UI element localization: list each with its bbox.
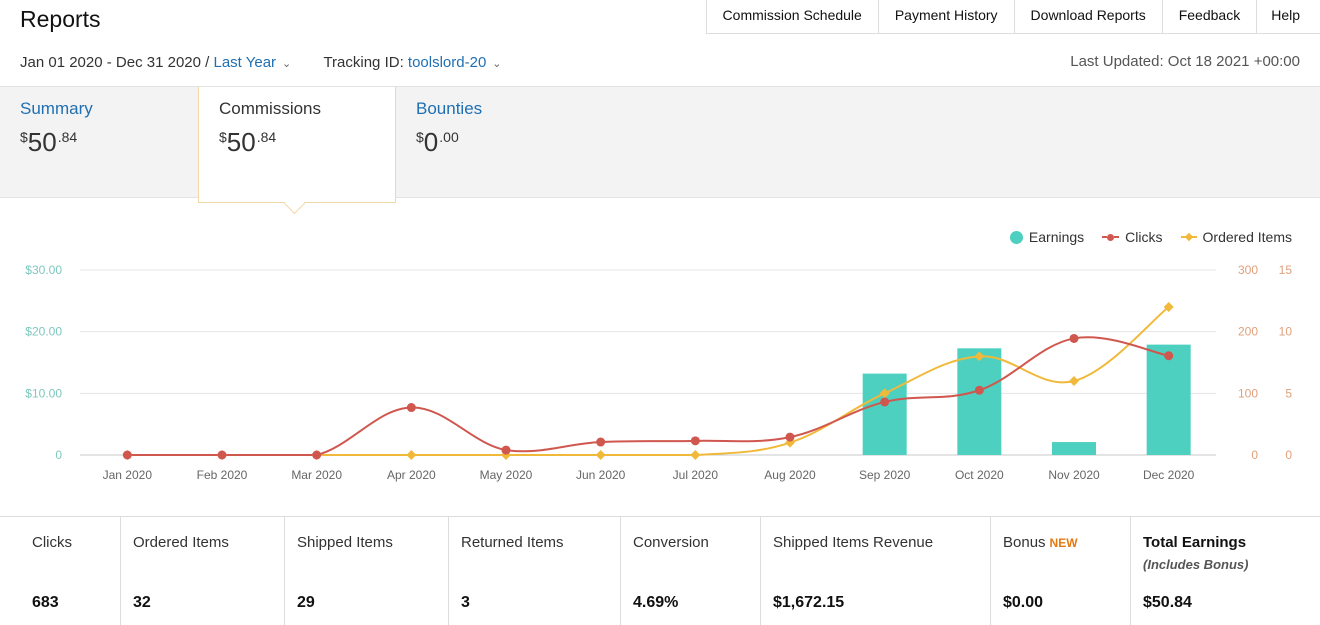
new-badge: NEW: [1049, 536, 1078, 550]
x-tick-label: Nov 2020: [1048, 468, 1100, 482]
stat-conversion: Conversion 4.69%: [621, 517, 761, 625]
y-right2-tick-label: 0: [1285, 448, 1292, 462]
help-link[interactable]: Help: [1271, 7, 1300, 23]
y-right1-tick-label: 100: [1238, 386, 1258, 400]
stat-ordered-items: Ordered Items 32: [121, 517, 285, 625]
ordered-line-icon: [1180, 232, 1197, 242]
tab-summary-amount: $50.84: [20, 127, 78, 157]
clicks-point: [596, 437, 606, 447]
y-right2-tick-label: 10: [1279, 325, 1293, 339]
stat-shipped-items: Shipped Items 29: [285, 517, 449, 625]
legend-clicks[interactable]: Clicks: [1102, 229, 1163, 245]
stat-returned-items: Returned Items 3: [449, 517, 621, 625]
ordered-items-point: [406, 450, 417, 460]
y-left-tick-label: $10.00: [25, 386, 62, 400]
x-tick-label: Aug 2020: [764, 468, 816, 482]
clicks-point: [122, 450, 132, 460]
tracking-id-dropdown[interactable]: toolslord-20 ⌄: [408, 54, 502, 71]
ordered-items-point: [1163, 302, 1174, 312]
clicks-point: [1069, 333, 1079, 343]
clicks-point: [785, 432, 795, 442]
y-right2-tick-label: 5: [1285, 386, 1292, 400]
tracking-id-value: toolslord-20: [407, 54, 487, 71]
ordered-items-line: [127, 306, 1170, 456]
x-tick-label: Feb 2020: [197, 468, 248, 482]
y-left-tick-label: $20.00: [25, 325, 62, 339]
earnings-bar: [1146, 344, 1191, 455]
tab-bounties-amount: $0.00: [416, 127, 459, 157]
y-right2-tick-label: 15: [1279, 263, 1293, 277]
y-left-tick-label: $30.00: [25, 263, 62, 277]
x-tick-label: Jun 2020: [576, 468, 626, 482]
earnings-bar: [1052, 442, 1096, 455]
payment-history-link[interactable]: Payment History: [879, 0, 1015, 33]
x-tick-label: May 2020: [480, 468, 533, 482]
x-tick-label: Sep 2020: [859, 468, 911, 482]
tab-commissions-label: Commissions: [219, 99, 322, 118]
ordered-items-point: [974, 351, 985, 362]
x-tick-label: Dec 2020: [1143, 468, 1195, 482]
chart-legend: Earnings Clicks Ordered Items: [1009, 229, 1292, 245]
earnings-bar: [957, 348, 1002, 455]
chevron-down-icon: ⌄: [492, 58, 502, 70]
clicks-point: [501, 445, 511, 455]
top-nav: Commission Schedule Payment History Down…: [705, 0, 1320, 34]
clicks-point: [690, 436, 700, 446]
stat-bonus: Bonus NEW $0.00: [991, 517, 1131, 625]
y-right1-tick-label: 200: [1238, 325, 1258, 339]
clicks-point: [880, 397, 890, 407]
period-dropdown[interactable]: Last Year ⌄: [213, 54, 291, 71]
y-left-tick-label: 0: [55, 448, 62, 462]
period-label: Last Year: [213, 54, 277, 71]
clicks-point: [312, 450, 322, 460]
tab-summary-label: Summary: [20, 99, 93, 118]
ordered-items-point: [595, 450, 606, 460]
ordered-items-point: [1069, 376, 1079, 386]
clicks-point: [217, 450, 227, 460]
ordered-items-point: [690, 450, 701, 460]
tab-commissions[interactable]: Commissions $50.84: [198, 87, 396, 203]
x-tick-label: Apr 2020: [387, 468, 436, 482]
tracking-label: Tracking ID:: [323, 54, 404, 71]
page-title: Reports: [20, 6, 101, 32]
commission-schedule-link[interactable]: Commission Schedule: [707, 0, 879, 33]
ordered-items-point: [879, 388, 890, 399]
legend-earnings[interactable]: Earnings: [1009, 229, 1084, 245]
date-row: Jan 01 2020 - Dec 31 2020 / Last Year ⌄ T…: [20, 54, 502, 71]
download-reports-link[interactable]: Download Reports: [1015, 0, 1163, 33]
feedback-link[interactable]: Feedback: [1163, 0, 1258, 33]
date-range: Jan 01 2020 - Dec 31 2020 /: [20, 54, 210, 71]
stat-total-earnings: Total Earnings (Includes Bonus) $50.84: [1143, 534, 1249, 611]
summary-tabs: Summary $50.84 Commissions $50.84 Bounti…: [0, 86, 1320, 203]
tab-bounties[interactable]: Bounties $0.00: [416, 99, 482, 158]
last-updated: Last Updated: Oct 18 2021 +00:00: [1070, 53, 1300, 70]
clicks-point: [406, 403, 416, 413]
clicks-point: [1164, 351, 1174, 361]
clicks-line-icon: [1102, 233, 1120, 241]
stats-bar: Clicks 683 Ordered Items 32 Shipped Items 2…: [0, 516, 1320, 625]
earnings-dot-icon: [1009, 230, 1023, 244]
tab-bounties-label: Bounties: [416, 99, 483, 118]
stat-clicks: Clicks 683: [0, 517, 121, 625]
y-right1-tick-label: 300: [1238, 263, 1258, 277]
stat-shipped-revenue: Shipped Items Revenue $1,672.15: [761, 517, 991, 625]
x-tick-label: Mar 2020: [291, 468, 342, 482]
tab-summary[interactable]: Summary $50.84: [20, 99, 93, 158]
clicks-line: [127, 336, 1169, 456]
y-right1-tick-label: 0: [1251, 448, 1258, 462]
x-tick-label: Jul 2020: [673, 468, 719, 482]
legend-ordered-items[interactable]: Ordered Items: [1180, 229, 1292, 245]
tab-commissions-amount: $50.84: [219, 127, 277, 157]
x-tick-label: Oct 2020: [955, 468, 1004, 482]
clicks-point: [974, 385, 984, 395]
x-tick-label: Jan 2020: [103, 468, 153, 482]
chevron-down-icon: ⌄: [282, 58, 292, 70]
